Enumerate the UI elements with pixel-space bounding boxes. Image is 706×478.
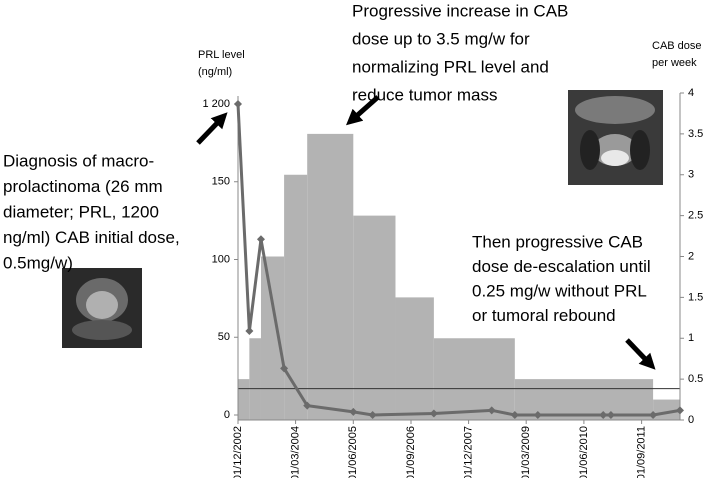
dose-step — [284, 174, 308, 420]
annotation-line: ng/ml) CAB initial dose, — [3, 228, 180, 247]
y2-tick-label: 3.5 — [688, 128, 703, 140]
y-tick-label: 100 — [212, 253, 230, 265]
y2-tick-label: 2 — [688, 250, 694, 262]
prl-marker — [280, 364, 289, 373]
y2-tick-label: 0 — [688, 414, 694, 426]
prl-marker — [256, 235, 265, 244]
annotation: Progressive increase in CAB dose up to 3.… — [352, 1, 568, 104]
annotation: Diagnosis of macro-prolactinoma (26 mm di… — [3, 151, 180, 272]
prl-marker — [368, 411, 377, 419]
prl-marker — [234, 100, 242, 108]
y2-tick-label: 0.5 — [688, 373, 703, 385]
y2-tick-label: 1.5 — [688, 291, 703, 303]
dose-step — [238, 379, 250, 420]
x-tick-label: 01/03/2009 — [520, 426, 532, 478]
prl-marker — [349, 407, 358, 416]
x-tick-label: 01/09/2006 — [405, 426, 417, 478]
y-axis-title: (ng/ml) — [198, 66, 232, 78]
y-tick-label: 0 — [224, 409, 230, 421]
annotation-line: Progressive increase in CAB — [352, 1, 568, 20]
annotation: Then progressive CAB dose de-escalation u… — [472, 232, 651, 325]
y2-tick-label: 2.5 — [688, 210, 703, 222]
prl-marker — [606, 411, 615, 419]
annotation-line: reduce tumor mass — [352, 85, 498, 104]
prl-marker — [649, 411, 658, 419]
x-tick-label: 01/06/2010 — [578, 426, 590, 478]
y2-axis-title: per week — [652, 57, 697, 69]
prl-marker — [533, 411, 542, 419]
annotation-line: 0.25 mg/w without PRL — [472, 281, 647, 300]
y2-tick-label: 4 — [688, 87, 694, 99]
prl-marker — [510, 411, 519, 419]
y2-tick-label: 3 — [688, 169, 694, 181]
annotation-line: 0.5mg/w) — [3, 253, 73, 272]
annotation-line: Then progressive CAB — [472, 232, 643, 251]
y-tick-label: 50 — [218, 331, 230, 343]
x-tick-label: 01/03/2004 — [289, 426, 301, 478]
prl-marker — [303, 401, 312, 410]
x-tick-label: 01/12/2007 — [463, 426, 475, 478]
x-tick-label: 01/12/2002 — [232, 426, 244, 478]
y-tick-label: 150 — [212, 176, 230, 188]
prl-marker — [245, 327, 254, 336]
dose-step — [433, 338, 515, 420]
arrow — [196, 95, 656, 370]
mri-image — [62, 268, 142, 348]
y2-tick-label: 1 — [688, 332, 694, 344]
dose-step — [260, 256, 285, 420]
prl-marker — [487, 406, 496, 415]
plot-area: 0 50 100 150 1 200 0 0.5 1 1.5 2 2.5 3 3.5 4 01/12/200… — [198, 40, 703, 478]
annotation-line: normalizing PRL level and — [352, 57, 549, 76]
y-axis-title: PRL level — [198, 49, 245, 61]
dose-step — [249, 338, 261, 420]
prl-marker — [599, 411, 608, 419]
mri-image — [568, 90, 663, 185]
annotation-line: diameter; PRL, 1200 — [3, 202, 159, 221]
annotation-line: or tumoral rebound — [472, 306, 616, 325]
prl-marker — [676, 406, 684, 415]
annotation-line: prolactinoma (26 mm — [3, 177, 163, 196]
y2-axis-title: CAB dose — [652, 40, 702, 52]
x-tick-label: 01/09/2011 — [636, 426, 648, 478]
annotation-line: Diagnosis of macro- — [3, 151, 154, 170]
dose-step — [353, 215, 396, 420]
x-tick-label: 01/06/2005 — [347, 426, 359, 478]
annotation-line: dose de-escalation until — [472, 257, 651, 276]
annotation-line: dose up to 3.5 mg/w for — [352, 29, 530, 48]
prl-marker — [429, 409, 438, 418]
dose-step — [307, 133, 354, 420]
dose-step — [395, 297, 434, 420]
y-tick-label: 1 200 — [202, 98, 230, 110]
